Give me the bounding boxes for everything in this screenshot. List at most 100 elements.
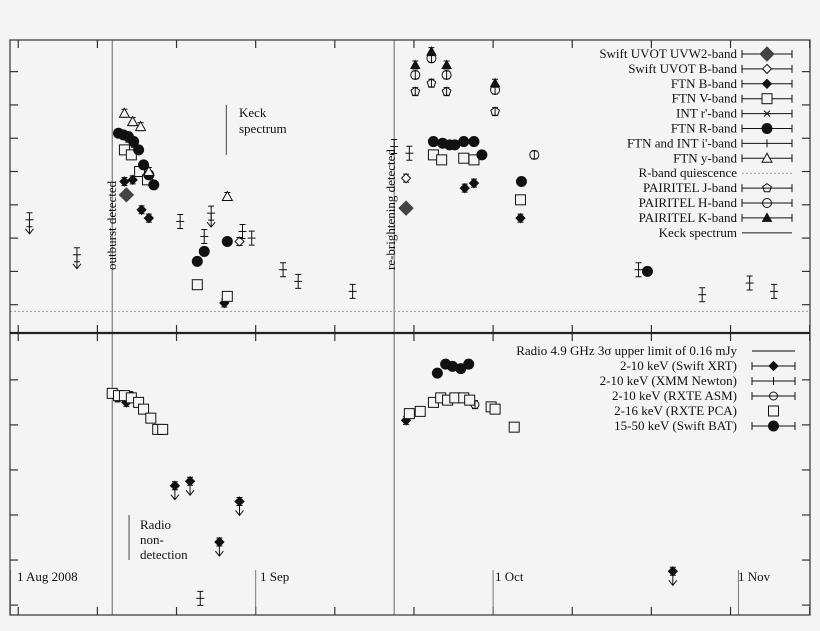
legend-label: PAIRITEL H-band <box>639 195 738 210</box>
legend-marker <box>762 182 772 193</box>
data-point <box>489 403 501 415</box>
series-2-16-kev-rxte-pca <box>106 387 520 435</box>
data-point <box>400 172 412 184</box>
data-point <box>403 408 415 420</box>
data-point <box>128 136 140 148</box>
legend-label: Swift UVOT UVW2-band <box>599 46 737 61</box>
data-point <box>426 78 437 88</box>
series-pairitel-k-band <box>409 46 501 88</box>
legend-label: 15-50 keV (Swift BAT) <box>614 418 737 433</box>
legend-marker <box>761 212 773 222</box>
data-point <box>441 59 452 69</box>
data-point <box>410 69 421 80</box>
legend-label: Swift UVOT B-band <box>628 61 737 76</box>
data-point <box>398 200 414 216</box>
radio-annotation-line2: non- <box>140 532 164 547</box>
series-ftn-y-band <box>118 107 234 201</box>
data-point <box>133 144 145 156</box>
data-point <box>458 136 470 148</box>
data-point <box>191 279 203 291</box>
data-point <box>142 165 155 177</box>
legend-marker <box>763 110 771 117</box>
legend-marker <box>769 391 778 401</box>
legend-label: FTN V-band <box>672 91 738 106</box>
data-point <box>410 86 421 96</box>
data-layer <box>25 46 779 606</box>
legend-errorbar-sample <box>741 184 793 193</box>
data-point <box>221 235 233 247</box>
data-point <box>431 367 443 379</box>
rebrightening-label: re-brightening detected <box>383 149 398 270</box>
data-point <box>127 174 138 186</box>
data-point <box>464 394 476 406</box>
legend-label: FTN y-band <box>673 150 737 165</box>
data-point <box>508 421 520 433</box>
series-ftn-r-band <box>112 127 653 277</box>
data-point <box>134 120 147 132</box>
data-point <box>145 412 157 424</box>
data-point <box>468 177 480 189</box>
legend-label: PAIRITEL J-band <box>643 180 738 195</box>
data-point <box>234 236 245 247</box>
legend-label: 2-16 keV (RXTE PCA) <box>614 403 737 418</box>
data-point <box>184 476 196 487</box>
data-point <box>234 496 245 507</box>
data-point <box>441 69 452 80</box>
data-point <box>136 204 147 216</box>
legend-label: R-band quiescence <box>638 165 737 180</box>
data-point <box>221 190 234 201</box>
series-pairitel-h-band <box>410 53 540 160</box>
outburst-label: outburst detected <box>104 180 119 270</box>
legend-errorbar-sample <box>751 392 796 400</box>
data-point <box>118 107 131 118</box>
data-point <box>515 212 526 224</box>
data-point <box>667 566 679 577</box>
radio-annotation-line3: detection <box>140 547 188 562</box>
data-point <box>529 149 540 160</box>
upper-limit-arrow <box>25 219 34 235</box>
legend-marker <box>761 63 773 75</box>
upper-limit-arrow <box>206 213 216 228</box>
plot-frame <box>9 39 811 616</box>
data-point <box>138 403 150 415</box>
data-point <box>468 154 480 166</box>
data-point <box>198 245 210 257</box>
guide-layer <box>9 40 811 615</box>
data-point <box>427 136 439 148</box>
legend-radio-limit: Radio 4.9 GHz 3σ upper limit of 0.16 mJy <box>516 343 737 358</box>
data-point <box>515 176 527 188</box>
series-swift-uvot-uvw2-band <box>118 187 414 216</box>
legend-marker <box>759 46 775 62</box>
data-point <box>459 182 470 194</box>
legend-label: FTN R-band <box>671 121 738 136</box>
data-point <box>489 77 501 88</box>
data-point <box>126 115 139 127</box>
data-point <box>463 358 475 370</box>
data-point <box>118 187 135 203</box>
legend-errorbar-sample <box>741 199 793 207</box>
data-point <box>119 176 130 187</box>
radio-annotation-line1: Radio <box>140 517 171 532</box>
legend-label: 2-10 keV (RXTE ASM) <box>612 388 737 403</box>
legend-marker <box>761 152 773 163</box>
data-point <box>468 136 480 148</box>
data-point <box>221 290 233 302</box>
data-point <box>441 86 452 96</box>
legend-marker <box>768 405 779 417</box>
legend-label: INT r'-band <box>676 106 737 121</box>
date-label-nov: 1 Nov <box>738 569 771 584</box>
legend-marker <box>761 78 773 90</box>
keck-annotation-line2: spectrum <box>239 121 287 136</box>
date-label-sep: 1 Sep <box>260 569 289 584</box>
legend-marker <box>762 198 772 208</box>
data-point <box>138 159 150 171</box>
data-point <box>436 154 448 166</box>
legend-label: FTN and INT i'-band <box>627 135 738 150</box>
series-ftn-and-int-i-band <box>25 139 779 303</box>
data-point <box>214 536 225 548</box>
data-point <box>426 46 437 56</box>
legend-marker <box>761 93 773 105</box>
upper-limit-arrow <box>72 254 82 270</box>
